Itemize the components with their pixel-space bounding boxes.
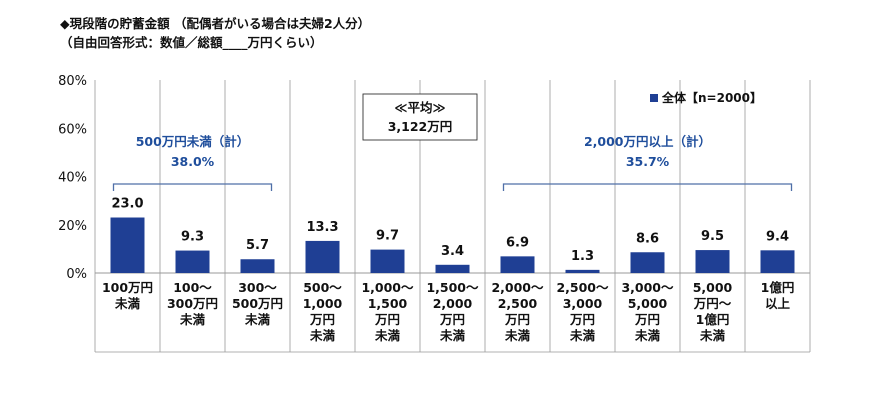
category-label: 3,000～: [621, 280, 674, 295]
data-label: 8.6: [636, 231, 659, 246]
title-block: ◆現段階の貯蓄金額 （配偶者がいる場合は夫婦2人分） （自由回答形式：数値／総額…: [60, 14, 370, 52]
group-label: 2,000万円以上（計）: [584, 134, 711, 149]
data-label: 5.7: [246, 238, 269, 253]
category-label: 万円: [439, 312, 465, 327]
annotation-layer: 500万円未満（計） 38.0% 2,000万円以上（計） 35.7% ≪平均≫ 3,12…: [112, 90, 793, 191]
bar: [760, 250, 795, 273]
chart-title: ◆現段階の貯蓄金額 （配偶者がいる場合は夫婦2人分）: [60, 16, 371, 31]
group-bracket: [502, 183, 793, 191]
grid-layer: [94, 80, 811, 353]
category-label: 2,500～: [556, 280, 609, 295]
bar: [500, 256, 535, 273]
chart-subtitle: （自由回答形式：数値／総額____万円くらい）: [60, 35, 323, 50]
category-label: 未満: [374, 328, 401, 343]
y-tick-label: 40%: [58, 171, 87, 186]
y-tick-label: 0%: [66, 267, 87, 282]
group-value: 38.0%: [171, 154, 215, 169]
bar: [435, 264, 470, 273]
legend-label: 全体【n=2000】: [661, 90, 762, 105]
category-label: 2,500: [498, 296, 538, 311]
y-tick-label: 80%: [58, 74, 87, 89]
category-label: 万円～: [693, 296, 732, 311]
category-label: 1億円: [761, 280, 795, 295]
bar: [630, 252, 665, 273]
category-label: 2,000: [433, 296, 473, 311]
average-box: [362, 93, 478, 141]
y-tick-label: 60%: [58, 122, 87, 137]
data-label: 23.0: [111, 197, 143, 212]
legend-swatch: [650, 94, 658, 102]
category-label: 万円: [504, 312, 530, 327]
category-label: 万円: [309, 312, 335, 327]
category-label: 未満: [244, 312, 271, 327]
average-label: ≪平均≫: [394, 100, 445, 115]
bar: [175, 250, 210, 273]
data-label: 13.3: [306, 220, 338, 235]
average-value: 3,122万円: [388, 119, 453, 134]
bar: [565, 269, 600, 273]
category-label: 5,000: [628, 296, 668, 311]
group-label: 500万円未満（計）: [136, 134, 250, 149]
category-label: 100万円: [102, 280, 153, 295]
category-label: 3,000: [563, 296, 603, 311]
category-label: 1,500～: [426, 280, 479, 295]
group-bracket: [112, 183, 273, 191]
category-label: 未満: [504, 328, 531, 343]
group-value: 35.7%: [626, 154, 670, 169]
category-label: 5,000: [693, 280, 733, 295]
category-label: 万円: [634, 312, 660, 327]
category-label: 1,000: [303, 296, 343, 311]
category-label: 100～: [173, 280, 212, 295]
category-label: 500～: [303, 280, 342, 295]
category-label: 1,500: [368, 296, 408, 311]
y-tick-label: 20%: [58, 219, 87, 234]
bar: [240, 259, 275, 273]
data-label: 9.4: [766, 229, 789, 244]
data-label: 1.3: [571, 249, 594, 264]
category-label: 未満: [634, 328, 661, 343]
category-label: 1億円: [696, 312, 730, 327]
category-label: 300～: [238, 280, 277, 295]
category-label: 未満: [179, 312, 206, 327]
data-label: 9.7: [376, 229, 399, 244]
category-label: 未満: [309, 328, 336, 343]
data-label: 3.4: [441, 244, 464, 259]
bar: [370, 249, 405, 273]
category-label: 2,000～: [491, 280, 544, 295]
category-label: 1,000～: [361, 280, 414, 295]
data-label: 9.5: [701, 229, 724, 244]
bars-layer: [110, 217, 795, 273]
category-label: 未満: [114, 296, 141, 311]
category-label: 300万円: [167, 296, 218, 311]
category-label: 未満: [699, 328, 726, 343]
bar: [110, 217, 145, 273]
category-label: 以上: [765, 296, 791, 311]
labels-layer: 0%20%40%60%80%23.0100万円未満9.3100～300万円未満5…: [58, 74, 794, 343]
data-label: 6.9: [506, 235, 529, 250]
category-label: 万円: [569, 312, 595, 327]
category-label: 万円: [374, 312, 400, 327]
data-label: 9.3: [181, 230, 204, 245]
category-label: 未満: [569, 328, 596, 343]
bar: [305, 240, 340, 273]
bar: [695, 250, 730, 273]
category-label: 未満: [439, 328, 466, 343]
category-label: 500万円: [232, 296, 283, 311]
